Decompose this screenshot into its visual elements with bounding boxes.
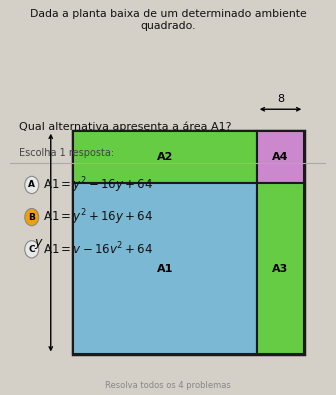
Bar: [73, 131, 257, 183]
Circle shape: [25, 209, 39, 226]
Bar: [257, 183, 304, 354]
Circle shape: [25, 176, 39, 194]
Text: 8: 8: [277, 94, 284, 104]
Text: A3: A3: [272, 264, 289, 274]
Text: $\mathrm{A1} = v - 16v^2 + 64$: $\mathrm{A1} = v - 16v^2 + 64$: [43, 241, 153, 258]
Text: B: B: [28, 213, 35, 222]
Text: $\mathrm{A1} = y^2 - 16y + 64$: $\mathrm{A1} = y^2 - 16y + 64$: [43, 175, 153, 195]
Text: Qual alternativa apresenta a área A1?: Qual alternativa apresenta a área A1?: [19, 121, 232, 132]
Text: y: y: [34, 236, 42, 249]
Bar: [73, 183, 257, 354]
Text: A4: A4: [272, 152, 289, 162]
Bar: [73, 131, 304, 354]
Text: A1: A1: [157, 264, 173, 274]
Text: Escolha 1 resposta:: Escolha 1 resposta:: [19, 148, 114, 158]
Bar: [257, 131, 304, 183]
Text: $\mathrm{A1} = y^2 + 16y + 64$: $\mathrm{A1} = y^2 + 16y + 64$: [43, 207, 153, 227]
Text: A2: A2: [157, 152, 173, 162]
Text: C: C: [29, 245, 35, 254]
Text: Dada a planta baixa de um determinado ambiente quadrado.: Dada a planta baixa de um determinado am…: [30, 9, 306, 31]
Text: A: A: [28, 181, 35, 190]
Text: Resolva todos os 4 problemas: Resolva todos os 4 problemas: [105, 381, 231, 390]
Circle shape: [25, 241, 39, 258]
